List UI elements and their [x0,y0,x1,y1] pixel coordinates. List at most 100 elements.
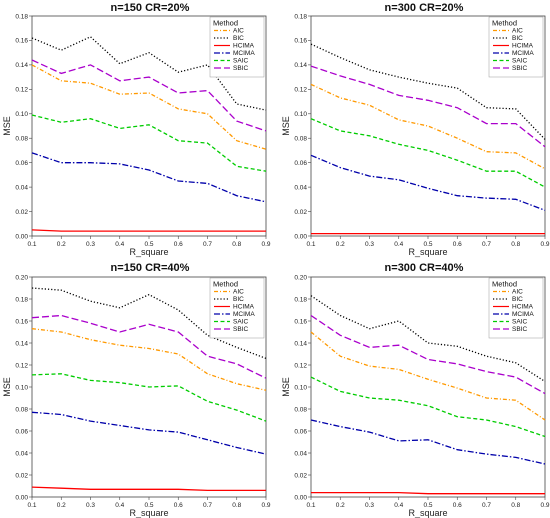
legend-label-bic: BIC [512,296,523,303]
y-tick-label: 0.14 [294,62,307,69]
legend-label-sbic: SBIC [512,65,527,72]
legend-label-hcima: HCIMA [512,43,534,50]
series-line-sbic [31,314,267,379]
y-tick-label: 0.02 [15,472,28,479]
series-line-aic [31,64,267,150]
y-tick-label: 0.04 [15,450,28,457]
y-tick-label: 0.00 [294,233,307,240]
series-line-aic [310,83,546,170]
legend-label-saic: SAIC [512,319,527,326]
x-tick-label: 0.6 [453,502,462,509]
x-tick-label: 0.1 [27,241,36,248]
chart-panel-4: n=300 CR=40% 0.00 0.02 0.04 0.06 0.08 0.10 0.12… [281,262,550,518]
x-tick-label: 0.9 [261,241,270,248]
legend-box [488,277,544,339]
series-line-saic [310,376,546,438]
x-tick-label: 0.9 [540,241,549,248]
chart-panel-3: n=150 CR=40% 0.00 0.02 0.04 0.06 0.08 0.10 0.12… [2,262,271,518]
chart-title: n=300 CR=40% [385,262,464,274]
legend-label-hcima: HCIMA [233,304,255,311]
series-line-bic [310,295,546,383]
y-tick-label: 0.18 [15,13,28,20]
series-line-bic [31,287,267,360]
series-line-mcima [31,411,267,455]
legend-label-bic: BIC [512,35,523,42]
x-tick-label: 0.7 [482,241,491,248]
x-tick-label: 0.3 [365,502,374,509]
y-tick-label: 0.14 [15,340,28,347]
x-tick-label: 0.5 [423,241,432,248]
y-tick-label: 0.18 [294,296,307,303]
y-tick-label: 0.08 [294,406,307,413]
x-tick-label: 0.4 [115,502,124,509]
x-tick-label: 0.2 [57,241,66,248]
x-tick-label: 0.3 [86,502,95,509]
series-line-saic [310,118,546,188]
chart-title: n=150 CR=40% [111,262,190,274]
y-tick-label: 0.14 [294,340,307,347]
y-tick-label: 0.04 [294,450,307,457]
series-line-bic [310,43,546,140]
legend-title: Method [492,280,517,289]
y-tick-label: 0.10 [294,111,307,118]
x-tick-label: 0.2 [57,502,66,509]
chart-title: n=300 CR=20% [385,2,464,14]
y-axis-label: MSE [2,377,12,397]
x-tick-label: 0.8 [232,502,241,509]
y-tick-label: 0.06 [294,160,307,167]
series-line-mcima [310,154,546,211]
y-axis-label: MSE [2,116,12,136]
x-tick-label: 0.6 [174,241,183,248]
series-line-hcima [31,486,266,492]
x-tick-label: 0.1 [27,502,36,509]
x-tick-label: 0.8 [232,241,241,248]
series-line-aic [310,331,546,421]
x-tick-label: 0.5 [144,241,153,248]
legend-label-sbic: SBIC [512,326,527,333]
x-axis-label: R_square [408,508,447,518]
legend-label-saic: SAIC [233,319,248,326]
legend-title: Method [213,19,238,28]
x-tick-label: 0.8 [511,241,520,248]
legend-label-mcima: MCIMA [512,50,534,57]
legend-title: Method [213,280,238,289]
legend-label-hcima: HCIMA [512,304,534,311]
legend-label-bic: BIC [233,35,244,42]
y-tick-label: 0.10 [294,384,307,391]
y-tick-label: 0.02 [15,209,28,216]
y-tick-label: 0.04 [294,184,307,191]
x-tick-label: 0.9 [540,502,549,509]
y-tick-label: 0.04 [15,184,28,191]
x-tick-label: 0.4 [115,241,124,248]
x-axis-label: R_square [129,247,168,257]
y-tick-label: 0.16 [15,318,28,325]
x-tick-label: 0.3 [365,241,374,248]
x-tick-label: 0.6 [453,241,462,248]
x-axis-label: R_square [408,247,447,257]
series-line-sbic [31,59,267,132]
series-line-aic [31,328,267,391]
chart-panel-1: n=150 CR=20% 0.00 0.02 0.04 0.06 0.08 0.10 0.12… [2,2,271,257]
y-axis-label: MSE [281,377,291,397]
y-tick-label: 0.16 [15,38,28,45]
x-tick-label: 0.2 [336,502,345,509]
x-tick-label: 0.6 [174,502,183,509]
y-tick-label: 0.02 [294,472,307,479]
y-tick-label: 0.16 [294,318,307,325]
chart-title: n=150 CR=20% [111,2,190,14]
x-tick-label: 0.7 [203,502,212,509]
y-tick-label: 0.06 [294,428,307,435]
x-axis-label: R_square [129,508,168,518]
legend-box [209,277,265,339]
y-axis-label: MSE [281,116,291,136]
x-tick-label: 0.4 [394,241,403,248]
legend-label-aic: AIC [512,289,523,296]
y-tick-label: 0.18 [294,13,307,20]
legend-label-aic: AIC [233,289,244,296]
y-tick-label: 0.06 [15,428,28,435]
series-line-bic [31,36,267,111]
series-line-sbic [310,314,546,395]
legend-label-aic: AIC [512,28,523,35]
